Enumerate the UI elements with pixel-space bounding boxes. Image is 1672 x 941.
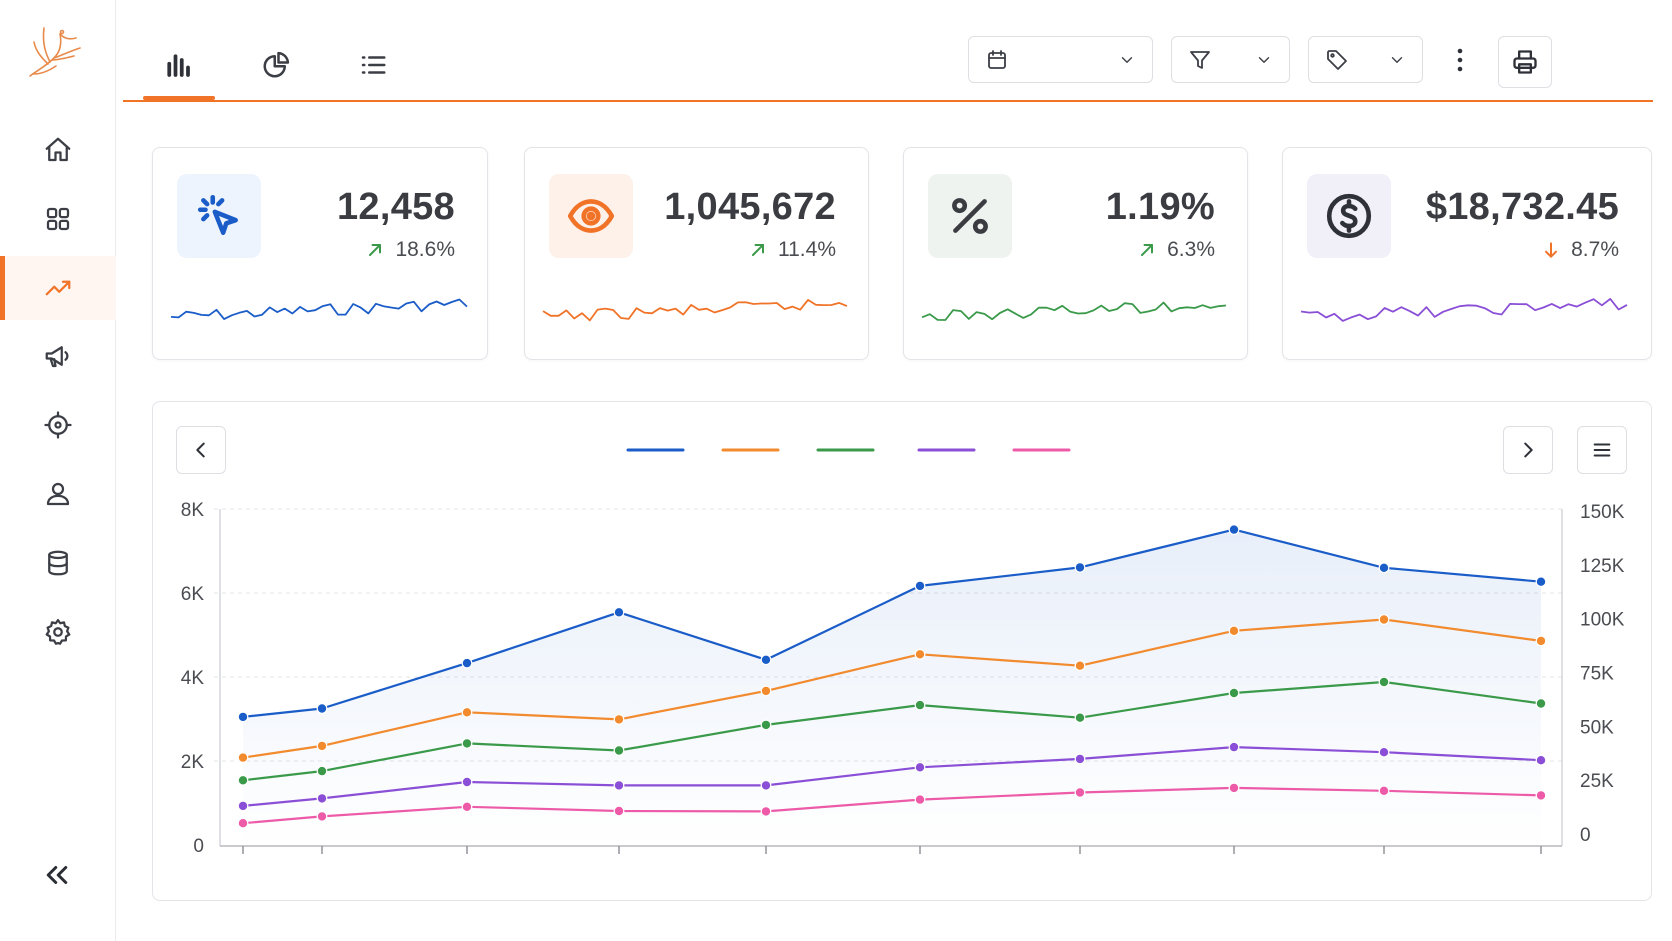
bar-chart-icon [167,54,190,77]
sidebar-item-data[interactable] [0,531,116,595]
kpi-value: 1,045,672 [664,186,836,228]
kpi-value: 12,458 [336,186,455,228]
kpi-icon-box [549,174,633,258]
tag-dropdown[interactable] [1308,36,1423,83]
kpi-delta: 11.4% [748,238,836,262]
kpi-delta-value: 18.6% [395,238,455,261]
chart-prev-button[interactable] [176,426,226,474]
chevron-right-icon [1524,442,1533,458]
database-icon [48,550,68,576]
sparkline [542,298,848,322]
chart-menu-button[interactable] [1577,426,1627,474]
kpi-icon-box [928,174,1012,258]
dollar-icon [1326,193,1372,239]
chart-next-button[interactable] [1503,426,1553,474]
arrow-up-right-icon [1141,244,1154,256]
kpi-value: 1.19% [1105,186,1215,228]
sparkline-path [1300,297,1628,322]
arrow-up-right-icon [369,244,382,256]
sparkline-path [542,298,848,322]
printer-icon [1513,50,1537,74]
sidebar-item-users[interactable] [0,462,116,526]
target-icon [44,411,72,439]
toolbar [123,0,1653,102]
arrow-up-right-icon [752,244,764,256]
grid-icon [46,207,70,231]
tab-list[interactable] [338,40,408,90]
arrow-down-icon [1545,242,1558,258]
chevron-down-icon [1391,56,1403,63]
chart-panel [152,401,1652,901]
kpi-card-revenue[interactable]: $18,732.45 8.7% [1282,147,1652,360]
sidebar [0,0,116,941]
kpi-value: $18,732.45 [1425,186,1619,228]
chevron-down-icon [1121,56,1133,63]
kpi-delta-value: 8.7% [1571,238,1619,261]
filter-icon [1190,50,1210,69]
date-range-dropdown[interactable] [968,36,1153,83]
sidebar-item-settings[interactable] [0,600,116,664]
calendar-icon [988,49,1006,69]
home-icon [45,137,71,162]
list-icon [361,56,386,74]
more-vertical-icon [1457,48,1463,72]
cursor-click-icon [197,194,238,235]
megaphone-icon [45,346,69,368]
kpi-delta: 8.7% [1541,238,1619,262]
sparkline [1300,297,1628,322]
kpi-delta-value: 6.3% [1167,238,1215,261]
toolbar-divider [123,100,1653,102]
tab-pie-chart[interactable] [241,40,311,90]
sidebar-item-campaigns[interactable] [0,324,116,388]
hamburger-menu-icon [1593,443,1611,457]
kpi-card-clicks[interactable]: 12,458 18.6% [152,147,488,360]
kpi-delta: 18.6% [365,238,455,262]
gear-icon [45,619,71,645]
tag-icon [1327,49,1347,70]
kpi-card-impressions[interactable]: 1,045,672 11.4% [524,147,869,360]
pie-chart-icon [263,51,290,78]
sidebar-item-home[interactable] [0,118,116,182]
chevron-left-icon [196,442,205,458]
phoenix-logo[interactable] [24,18,86,80]
sparkline-path [921,301,1227,321]
kpi-icon-box [1307,174,1391,258]
collapse-sidebar-button[interactable] [32,855,82,895]
sidebar-item-targets[interactable] [0,393,116,457]
filter-dropdown[interactable] [1171,36,1290,83]
kpi-icon-box [177,174,261,258]
trend-icon [45,280,71,296]
sparkline [921,301,1227,321]
eye-icon [567,199,615,233]
percent-icon [952,198,988,234]
more-options-button[interactable] [1445,40,1475,80]
tab-bar-chart[interactable] [143,40,215,100]
sparkline-path [170,298,468,320]
double-chevron-left-icon [46,866,68,884]
user-icon [46,482,70,506]
kpi-card-ctr[interactable]: 1.19% 6.3% [903,147,1248,360]
print-button[interactable] [1498,36,1552,88]
kpi-delta: 6.3% [1137,238,1215,262]
sidebar-item-analytics[interactable] [0,256,116,320]
sparkline [170,298,468,320]
chevron-down-icon [1258,56,1270,63]
sidebar-item-dashboard[interactable] [0,187,116,251]
kpi-delta-value: 11.4% [778,238,836,261]
